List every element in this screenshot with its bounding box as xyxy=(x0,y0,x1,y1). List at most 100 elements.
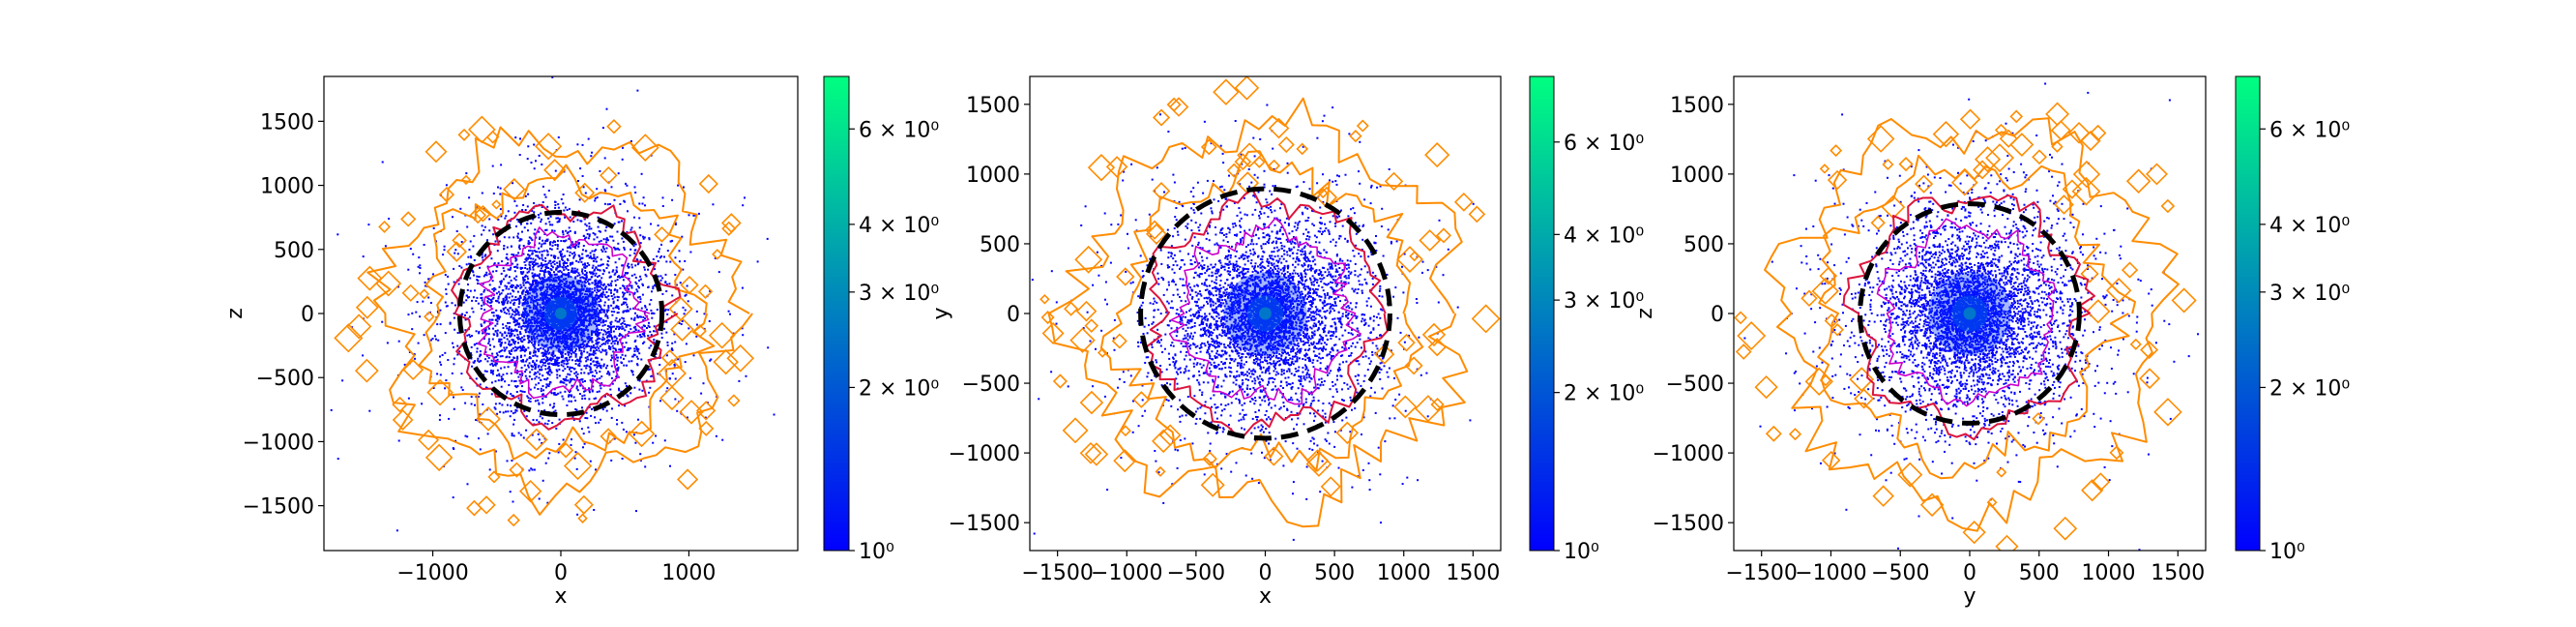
scatter-point xyxy=(623,292,626,295)
scatter-point xyxy=(515,409,518,412)
scatter-point xyxy=(539,373,542,375)
scatter-point xyxy=(620,390,623,393)
scatter-point xyxy=(561,266,564,269)
scatter-point xyxy=(535,372,538,374)
scatter-point xyxy=(587,341,590,343)
scatter-point xyxy=(524,325,527,327)
scatter-point xyxy=(529,388,532,391)
scatter-point xyxy=(545,299,548,302)
scatter-point xyxy=(607,298,610,301)
scatter-point xyxy=(486,300,489,303)
scatter-point xyxy=(552,392,555,395)
scatter-point xyxy=(591,346,594,349)
scatter-point xyxy=(509,415,512,418)
scatter-point xyxy=(538,497,541,500)
scatter-point xyxy=(578,420,581,423)
scatter-point xyxy=(627,210,629,213)
scatter-point xyxy=(538,340,541,343)
scatter-point xyxy=(564,290,567,293)
scatter-point xyxy=(557,285,560,287)
scatter-point xyxy=(637,261,640,264)
scatter-point xyxy=(524,311,527,314)
scatter-point xyxy=(500,280,503,283)
scatter-point xyxy=(523,409,526,412)
scatter-point xyxy=(447,359,450,361)
scatter-point xyxy=(510,315,512,318)
scatter-point xyxy=(553,322,555,325)
scatter-point xyxy=(518,338,521,341)
scatter-point xyxy=(517,221,520,224)
scatter-point xyxy=(624,354,627,357)
scatter-point xyxy=(511,309,513,312)
scatter-point xyxy=(594,257,597,260)
scatter-point xyxy=(545,308,548,311)
scatter-point xyxy=(538,216,541,219)
scatter-point xyxy=(512,304,515,307)
scatter-point xyxy=(484,329,487,332)
scatter-point xyxy=(545,372,548,374)
scatter-point xyxy=(512,298,515,301)
scatter-point xyxy=(483,288,486,291)
scatter-point xyxy=(609,321,612,324)
scatter-point xyxy=(655,356,657,359)
scatter-point xyxy=(525,290,528,293)
scatter-point xyxy=(519,238,522,241)
scatter-point xyxy=(673,366,676,369)
scatter-point xyxy=(611,356,613,359)
scatter-point xyxy=(541,254,543,257)
scatter-point xyxy=(543,409,546,412)
scatter-point xyxy=(544,364,547,367)
scatter-point xyxy=(534,367,537,370)
scatter-point xyxy=(525,377,528,380)
scatter-point xyxy=(580,356,583,359)
scatter-point xyxy=(576,334,578,337)
scatter-point xyxy=(583,314,586,317)
scatter-point xyxy=(628,360,630,363)
scatter-point xyxy=(571,300,573,303)
scatter-point xyxy=(488,273,491,276)
scatter-point xyxy=(638,217,641,220)
scatter-point xyxy=(569,306,571,309)
scatter-point xyxy=(634,441,637,444)
scatter-point xyxy=(527,240,530,243)
scatter-point xyxy=(742,204,745,207)
scatter-point xyxy=(568,394,571,397)
scatter-point xyxy=(546,326,549,329)
scatter-point xyxy=(678,322,681,324)
scatter-point xyxy=(595,303,598,306)
scatter-point xyxy=(695,310,698,313)
scatter-point xyxy=(493,363,496,366)
scatter-point xyxy=(604,190,607,193)
scatter-point xyxy=(594,274,597,277)
scatter-point xyxy=(766,237,769,240)
scatter-point xyxy=(582,433,585,435)
scatter-point xyxy=(709,359,712,362)
scatter-point xyxy=(600,281,602,284)
scatter-point xyxy=(574,335,577,337)
scatter-point xyxy=(452,447,454,450)
scatter-point xyxy=(535,160,537,163)
scatter-point xyxy=(639,259,642,262)
scatter-point xyxy=(578,319,580,322)
scatter-point xyxy=(560,364,563,367)
scatter-point xyxy=(541,312,543,314)
scatter-point xyxy=(684,361,687,364)
scatter-point xyxy=(504,296,507,299)
scatter-point xyxy=(626,231,629,233)
scatter-point xyxy=(549,323,552,326)
scatter-point xyxy=(661,196,664,199)
scatter-point xyxy=(545,305,548,308)
scatter-point xyxy=(470,345,473,348)
scatter-point xyxy=(550,343,553,345)
scatter-point xyxy=(670,240,673,243)
scatter-point xyxy=(570,262,572,264)
scatter-point xyxy=(588,310,590,313)
scatter-point xyxy=(517,284,519,287)
scatter-point xyxy=(558,284,561,287)
scatter-point xyxy=(556,324,559,327)
scatter-point xyxy=(609,275,612,278)
scatter-point xyxy=(543,314,546,317)
scatter-point xyxy=(538,421,541,424)
scatter-point xyxy=(573,368,575,371)
scatter-point xyxy=(695,323,698,326)
